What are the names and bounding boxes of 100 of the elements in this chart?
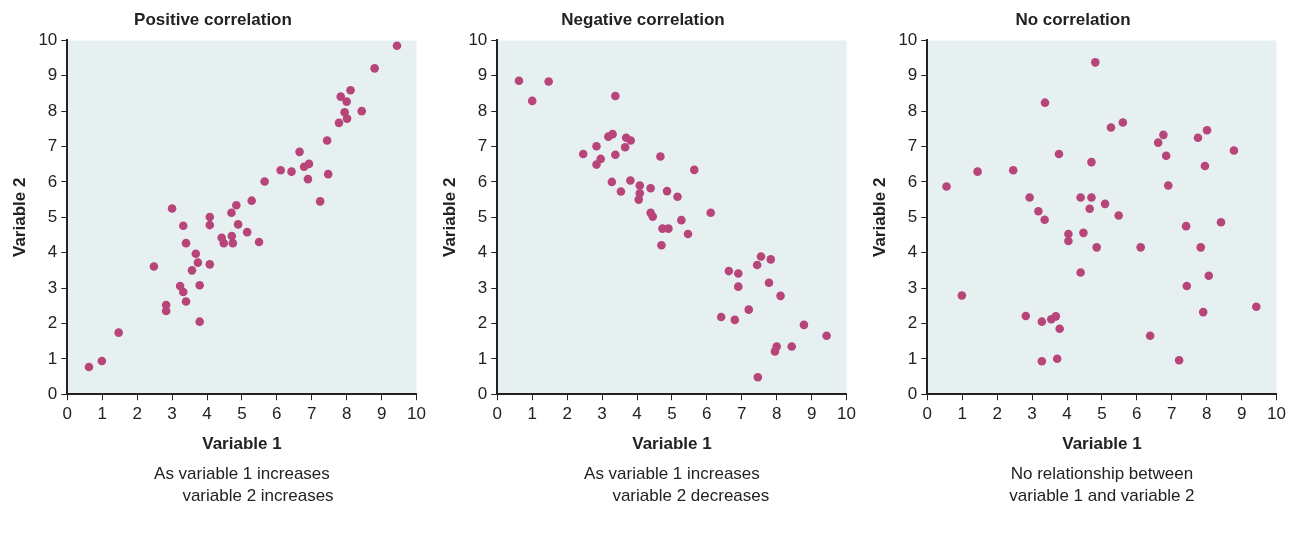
- point: [1100, 199, 1110, 209]
- x-tick-label: 10: [837, 404, 857, 424]
- x-tick-label: 4: [1062, 404, 1072, 424]
- point: [1054, 149, 1064, 159]
- point: [646, 183, 655, 193]
- point: [1085, 204, 1094, 214]
- point: [191, 249, 201, 259]
- y-tick-label: 5: [477, 206, 488, 226]
- point: [527, 96, 537, 106]
- chart-title: No correlation: [1015, 9, 1131, 29]
- point: [1163, 181, 1173, 190]
- point: [1136, 243, 1145, 252]
- point: [232, 200, 241, 210]
- point: [1087, 157, 1096, 167]
- point: [776, 291, 785, 301]
- point: [1052, 354, 1062, 364]
- point: [228, 238, 238, 248]
- x-tick-label: 2: [132, 404, 142, 424]
- point: [942, 182, 951, 191]
- point: [181, 238, 191, 248]
- chart-title: Positive correlation: [134, 9, 292, 29]
- point: [276, 165, 285, 175]
- x-tick-label: 8: [771, 404, 782, 424]
- point: [1202, 125, 1212, 135]
- y-tick-label: 4: [907, 242, 918, 262]
- y-tick-label: 3: [47, 277, 58, 297]
- y-axis-title: Variable 2: [869, 177, 889, 257]
- point: [1040, 98, 1050, 107]
- y-tick-label: 4: [477, 242, 488, 262]
- y-tick-label: 0: [47, 383, 58, 403]
- y-tick-label: 6: [47, 171, 58, 191]
- y-tick-label: 4: [47, 242, 58, 262]
- point: [626, 136, 636, 145]
- point: [205, 212, 215, 222]
- point: [1159, 130, 1168, 140]
- x-tick-label: 6: [1132, 404, 1142, 424]
- point: [1174, 355, 1184, 365]
- point: [178, 287, 188, 297]
- point: [752, 260, 762, 270]
- point: [1055, 324, 1064, 334]
- point: [114, 328, 123, 337]
- point: [181, 297, 191, 306]
- point: [1079, 228, 1088, 238]
- point: [753, 372, 763, 382]
- point: [178, 221, 188, 231]
- x-tick-label: 1: [957, 404, 967, 424]
- y-tick-label: 2: [47, 313, 58, 333]
- x-tick-label: 8: [341, 404, 352, 424]
- y-tick-label: 8: [907, 100, 918, 120]
- point: [205, 220, 215, 230]
- point: [733, 269, 743, 278]
- point: [626, 176, 635, 185]
- y-tick-label: 7: [907, 136, 918, 156]
- text: As variable 1 increases variable 2 decreases: [584, 464, 770, 506]
- point: [766, 255, 776, 264]
- point: [592, 160, 601, 169]
- x-tick-label: 7: [1167, 404, 1177, 424]
- point: [1037, 317, 1047, 326]
- point: [799, 320, 809, 330]
- point: [195, 280, 204, 290]
- x-tick-label: 0: [922, 404, 933, 424]
- x-tick-label: 3: [1027, 404, 1037, 424]
- x-tick-label: 4: [202, 404, 212, 424]
- point: [149, 262, 159, 271]
- x-tick-label: 2: [992, 404, 1002, 424]
- x-tick-label: 7: [307, 404, 317, 424]
- point: [656, 152, 665, 161]
- x-tick-label: 4: [632, 404, 642, 424]
- point: [616, 187, 626, 196]
- point: [635, 181, 645, 190]
- y-tick-label: 2: [907, 313, 918, 333]
- point: [1090, 58, 1100, 67]
- point: [1216, 217, 1226, 227]
- point: [1181, 221, 1191, 231]
- point: [662, 186, 672, 196]
- point: [295, 147, 304, 157]
- point: [1046, 314, 1056, 324]
- x-tick-label: 7: [737, 404, 747, 424]
- point: [1114, 211, 1123, 220]
- x-tick-label: 9: [806, 404, 817, 424]
- point: [657, 240, 666, 250]
- point: [97, 356, 107, 366]
- x-tick-label: 0: [492, 404, 503, 424]
- point: [370, 64, 379, 73]
- point: [596, 154, 605, 164]
- y-tick-label: 5: [907, 206, 918, 226]
- point: [607, 177, 617, 187]
- x-tick-label: 1: [97, 404, 107, 424]
- point: [1008, 165, 1018, 175]
- y-tick-label: 9: [907, 65, 918, 85]
- y-tick-label: 1: [477, 348, 488, 368]
- point: [1037, 357, 1047, 366]
- point: [1196, 243, 1206, 252]
- y-tick-label: 7: [47, 136, 58, 156]
- point: [1034, 206, 1043, 216]
- point: [1025, 193, 1034, 202]
- y-axis-title: Variable 2: [439, 177, 459, 257]
- point: [608, 129, 617, 139]
- y-tick-label: 3: [907, 277, 918, 297]
- point: [247, 196, 257, 205]
